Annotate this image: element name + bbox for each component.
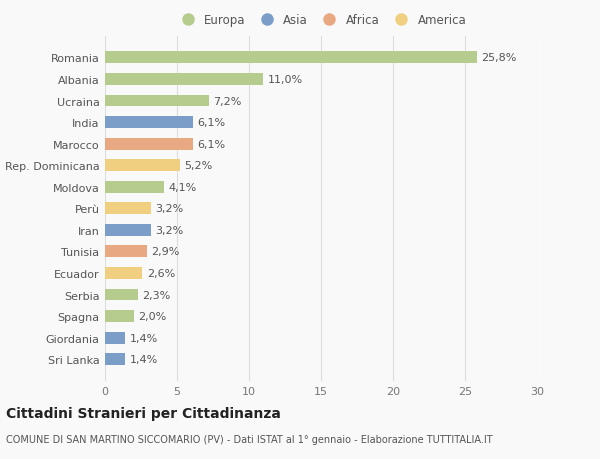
Bar bbox=[105, 268, 142, 279]
Bar bbox=[105, 74, 263, 86]
Bar bbox=[105, 353, 125, 365]
Text: 1,4%: 1,4% bbox=[130, 354, 158, 364]
Text: 25,8%: 25,8% bbox=[481, 53, 516, 63]
Text: 11,0%: 11,0% bbox=[268, 75, 303, 85]
Text: 6,1%: 6,1% bbox=[197, 118, 225, 128]
Bar bbox=[105, 332, 125, 344]
Text: 6,1%: 6,1% bbox=[197, 140, 225, 149]
Text: 7,2%: 7,2% bbox=[213, 96, 241, 106]
Text: 4,1%: 4,1% bbox=[169, 182, 197, 192]
Text: 5,2%: 5,2% bbox=[184, 161, 212, 171]
Bar bbox=[105, 203, 151, 215]
Text: Cittadini Stranieri per Cittadinanza: Cittadini Stranieri per Cittadinanza bbox=[6, 406, 281, 420]
Bar bbox=[105, 224, 151, 236]
Bar bbox=[105, 160, 180, 172]
Legend: Europa, Asia, Africa, America: Europa, Asia, Africa, America bbox=[176, 14, 466, 28]
Text: 2,6%: 2,6% bbox=[147, 269, 175, 278]
Bar bbox=[105, 52, 476, 64]
Text: 2,0%: 2,0% bbox=[138, 311, 166, 321]
Bar bbox=[105, 310, 134, 322]
Bar bbox=[105, 117, 193, 129]
Text: 1,4%: 1,4% bbox=[130, 333, 158, 343]
Bar bbox=[105, 246, 147, 258]
Bar bbox=[105, 95, 209, 107]
Text: 3,2%: 3,2% bbox=[155, 225, 184, 235]
Bar bbox=[105, 181, 164, 193]
Bar bbox=[105, 139, 193, 150]
Text: 2,3%: 2,3% bbox=[142, 290, 170, 300]
Text: COMUNE DI SAN MARTINO SICCOMARIO (PV) - Dati ISTAT al 1° gennaio - Elaborazione : COMUNE DI SAN MARTINO SICCOMARIO (PV) - … bbox=[6, 434, 493, 444]
Text: 2,9%: 2,9% bbox=[151, 247, 179, 257]
Text: 3,2%: 3,2% bbox=[155, 204, 184, 214]
Bar bbox=[105, 289, 138, 301]
